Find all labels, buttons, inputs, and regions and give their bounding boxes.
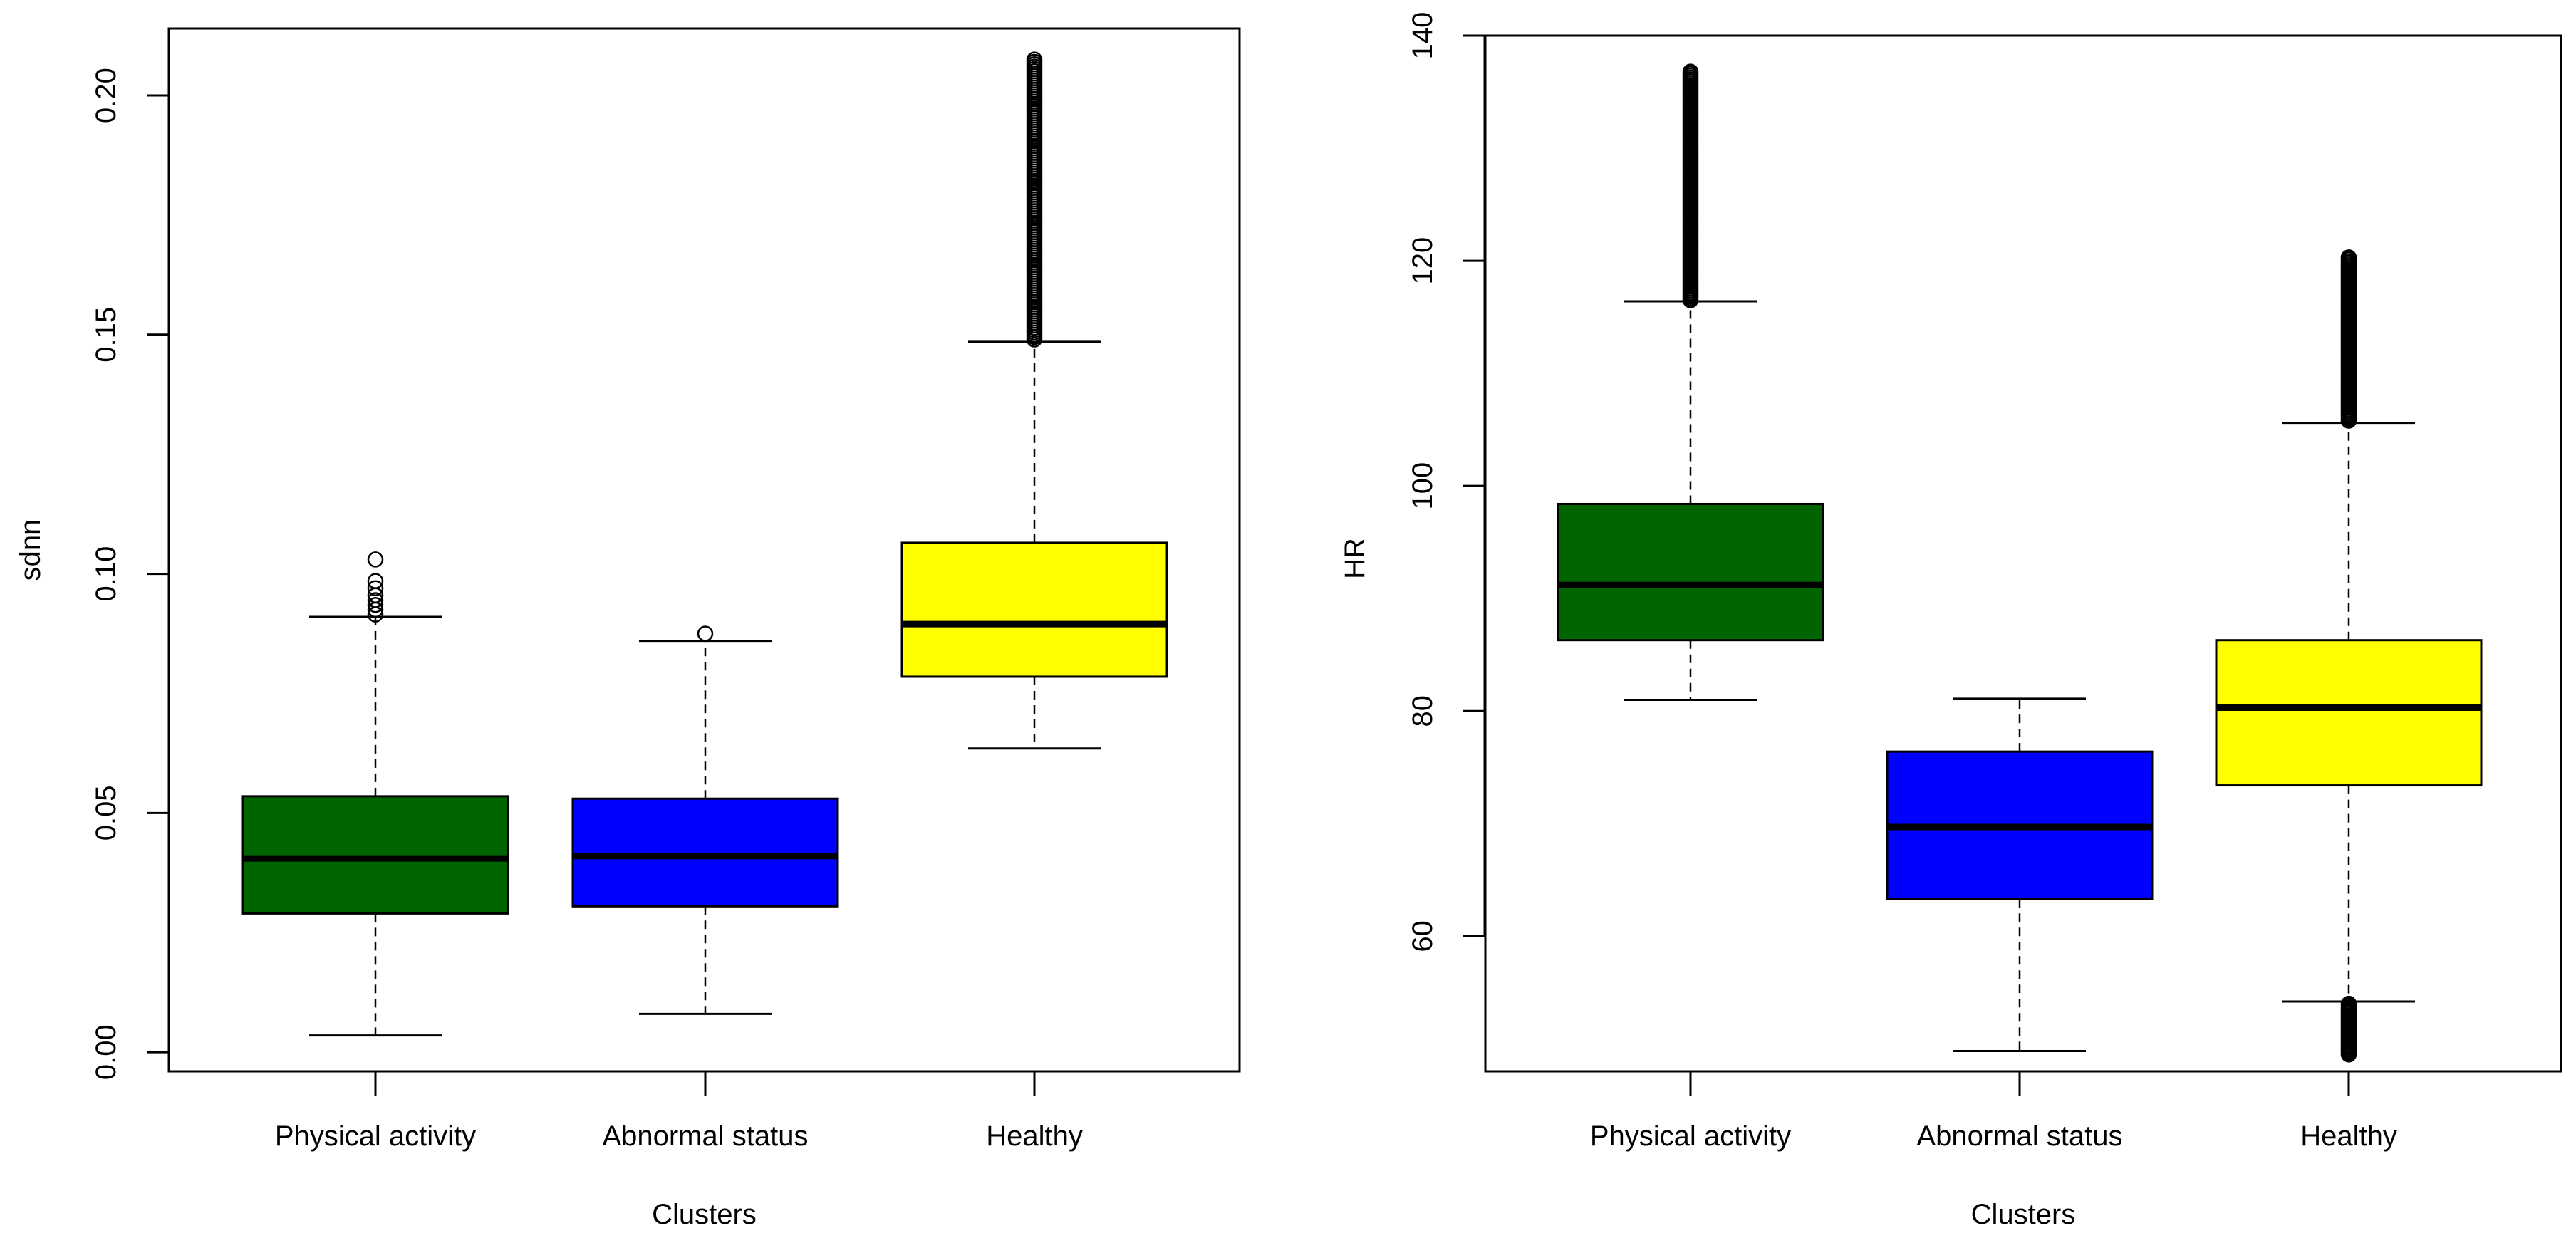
outlier-point bbox=[367, 596, 384, 613]
x-tick-label: Physical activity bbox=[275, 1120, 476, 1152]
y-tick-label: 140 bbox=[1407, 12, 1438, 60]
y-tick-label: 0.20 bbox=[90, 68, 122, 123]
box-abnormal-status bbox=[1886, 697, 2154, 1053]
outlier-point bbox=[697, 625, 714, 642]
outlier-point bbox=[367, 592, 384, 608]
outlier-point bbox=[2340, 995, 2357, 1012]
box-healthy bbox=[2215, 249, 2483, 1063]
hr-boxplot-panel: 60 80 100 120 140 Physical activity Abnormal s… bbox=[1339, 12, 2562, 1230]
box-iqr bbox=[242, 795, 509, 915]
box-iqr bbox=[2215, 639, 2483, 787]
x-tick-label: Abnormal status bbox=[1916, 1120, 2122, 1152]
y-tick-label: 120 bbox=[1407, 237, 1438, 285]
box-iqr bbox=[900, 541, 1168, 678]
y-axis-title: sdnn bbox=[15, 519, 46, 581]
outlier-point bbox=[1682, 63, 1699, 80]
outlier-point bbox=[367, 551, 384, 568]
y-tick-label: 80 bbox=[1407, 695, 1438, 727]
x-tick-label: Abnormal status bbox=[602, 1120, 808, 1152]
y-tick-label: 0.00 bbox=[90, 1024, 122, 1080]
outlier-point bbox=[1026, 51, 1043, 68]
sdnn-boxplot-panel: 0.00 0.05 0.10 0.15 0.20 Physical activity Abn… bbox=[15, 27, 1241, 1230]
outlier-point bbox=[367, 580, 384, 596]
y-axis-title: HR bbox=[1339, 538, 1371, 579]
y-tick-label: 60 bbox=[1407, 920, 1438, 952]
y-tick-label: 100 bbox=[1407, 462, 1438, 510]
box-iqr bbox=[1557, 502, 1824, 642]
box-iqr bbox=[571, 797, 839, 908]
x-axis-title: Clusters bbox=[652, 1199, 757, 1230]
x-tick-label: Healthy bbox=[2300, 1120, 2397, 1152]
box-physical-activity bbox=[242, 551, 509, 1037]
outlier-point bbox=[367, 573, 384, 589]
x-tick-label: Physical activity bbox=[1590, 1120, 1791, 1152]
y-tick-label: 0.15 bbox=[90, 307, 122, 363]
outlier-point bbox=[2340, 249, 2357, 266]
box-abnormal-status bbox=[571, 625, 839, 1015]
y-tick-label: 0.05 bbox=[90, 785, 122, 841]
x-tick-label: Healthy bbox=[986, 1120, 1083, 1152]
x-axis-title: Clusters bbox=[1971, 1199, 2076, 1230]
box-physical-activity bbox=[1557, 63, 1824, 701]
box-healthy bbox=[900, 51, 1168, 750]
y-tick-label: 0.10 bbox=[90, 546, 122, 602]
